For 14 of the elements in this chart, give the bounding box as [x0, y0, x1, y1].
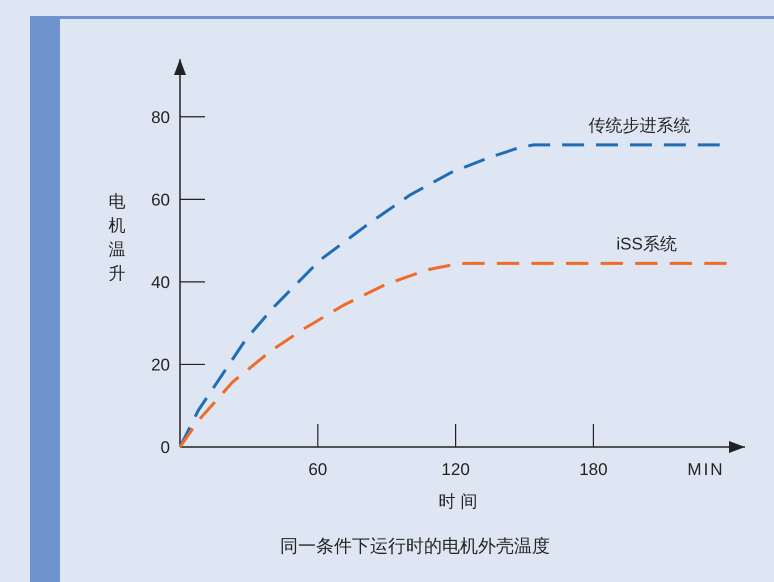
x-axis-title: 时 间: [438, 492, 478, 511]
x-tick-label: 60: [308, 460, 328, 479]
x-tick-label: 180: [579, 460, 608, 479]
y-tick-label: 0: [160, 438, 170, 457]
series-label: 传统步进系统: [588, 116, 691, 135]
y-tick-label: 40: [151, 272, 170, 292]
x-tick-label: 120: [441, 460, 470, 479]
y-tick-label: 80: [151, 108, 170, 127]
series-label: iSS系统: [616, 234, 677, 254]
text: MIN: [687, 460, 725, 479]
text: 同一条件下运行时的电机外壳温度: [280, 536, 550, 556]
y-tick-label: 60: [151, 190, 170, 210]
y-axis-title: 电机温升: [108, 192, 126, 283]
y-tick-label: 20: [151, 355, 170, 374]
